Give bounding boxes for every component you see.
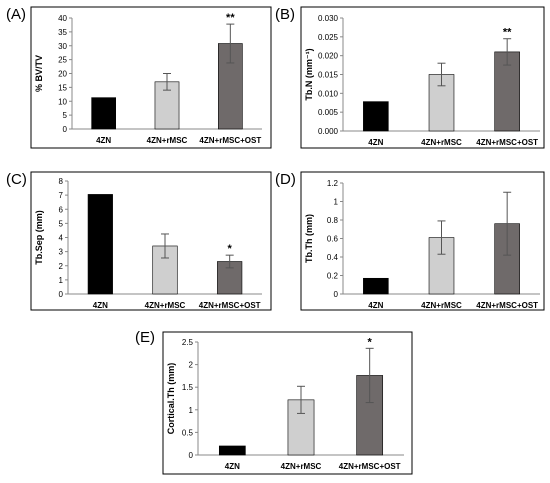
y-tick-label: 0.5: [182, 428, 194, 437]
y-tick-label: 15: [58, 83, 67, 92]
y-tick-label: 30: [58, 42, 67, 51]
y-axis-title: Tb.N (mm⁻¹): [304, 48, 314, 100]
y-tick-label: 0.8: [327, 216, 339, 225]
x-tick-label: 4ZN+rMSC+OST: [476, 138, 538, 147]
y-tick-label: 2: [189, 361, 194, 370]
panel-label-c: (C): [6, 171, 27, 188]
x-tick-label: 4ZN+rMSC+OST: [339, 462, 401, 471]
panel-frame: [300, 6, 545, 149]
bar-4zn: [87, 194, 113, 295]
panel-frame: [30, 6, 272, 149]
panel-label-d: (D): [275, 171, 296, 188]
y-tick-label: 2: [59, 262, 64, 271]
panel-frame: [300, 171, 545, 311]
x-tick-label: 4ZN+rMSC+OST: [476, 301, 538, 310]
y-tick-label: 0.000: [318, 127, 339, 136]
y-tick-label: 4: [59, 234, 64, 243]
y-tick-label: 0.6: [327, 235, 339, 244]
y-tick-label: 20: [58, 70, 67, 79]
y-tick-label: 35: [58, 28, 67, 37]
y-tick-label: 0: [189, 451, 194, 460]
y-tick-label: 0.025: [318, 33, 339, 42]
x-tick-label: 4ZN+rMSC: [281, 462, 322, 471]
significance-marker: **: [226, 12, 235, 24]
y-tick-label: 1.5: [182, 383, 194, 392]
y-tick-label: 0.015: [318, 71, 339, 80]
panel-frame: [30, 171, 272, 311]
y-tick-label: 40: [58, 14, 67, 23]
significance-marker: *: [368, 336, 373, 348]
x-tick-label: 4ZN+rMSC+OST: [199, 301, 261, 310]
x-tick-label: 4ZN+rMSC: [145, 301, 186, 310]
y-tick-label: 6: [59, 205, 64, 214]
y-tick-label: 0.020: [318, 52, 339, 61]
panel-label-a: (A): [6, 6, 26, 23]
x-tick-label: 4ZN: [225, 462, 240, 471]
y-tick-label: 0: [334, 290, 339, 299]
chart-c: 0 1 2 3 4 5 6 7 8 Tb.Sep (mm) 4ZN 4ZN+rMSC * 4ZN+rMSC…: [30, 171, 272, 311]
y-axis-title: Cortical.Th (mm): [166, 363, 176, 435]
panel-label-b: (B): [275, 6, 295, 23]
y-axis-title: Tb.Sep (mm): [34, 210, 44, 265]
chart-b: 0.000 0.005 0.010 0.015 0.020 0.025 0.030 Tb.N …: [300, 6, 545, 149]
y-tick-label: 1.2: [327, 179, 339, 188]
y-tick-label: 5: [59, 219, 64, 228]
significance-marker: **: [503, 27, 512, 39]
x-tick-label: 4ZN+rMSC: [147, 136, 188, 145]
y-tick-label: 0.030: [318, 14, 339, 23]
bar-4zn: [363, 277, 389, 295]
chart-d: 0 0.2 0.4 0.6 0.8 1 1.2 Tb.Th (mm) 4ZN 4ZN+rMSC 4Z…: [300, 171, 545, 311]
bar-4zn: [363, 101, 389, 132]
x-tick-label: 4ZN: [368, 301, 383, 310]
y-tick-label: 3: [59, 248, 64, 257]
y-tick-label: 1: [189, 406, 194, 415]
y-tick-label: 0.010: [318, 89, 339, 98]
bar-4zn: [91, 97, 116, 130]
y-tick-label: 7: [59, 191, 64, 200]
panel-frame: [162, 331, 413, 475]
y-tick-label: 1: [334, 198, 339, 207]
x-tick-label: 4ZN: [93, 301, 108, 310]
x-tick-label: 4ZN+rMSC: [421, 138, 462, 147]
y-tick-label: 0.005: [318, 108, 339, 117]
chart-e: 0 0.5 1 1.5 2 2.5 Cortical.Th (mm) 4ZN 4ZN+rMSC *…: [162, 331, 413, 475]
y-axis-title: % BV/TV: [34, 55, 44, 92]
y-tick-label: 0: [63, 125, 68, 134]
y-axis-title: Tb.Th (mm): [304, 214, 314, 263]
bar-4zn: [218, 445, 246, 456]
y-tick-label: 1: [59, 276, 64, 285]
significance-marker: *: [228, 243, 233, 255]
y-tick-label: 10: [58, 97, 67, 106]
x-tick-label: 4ZN+rMSC: [421, 301, 462, 310]
y-tick-label: 2.5: [182, 338, 194, 347]
y-tick-label: 0.2: [327, 272, 339, 281]
panel-label-e: (E): [135, 329, 155, 346]
chart-a: 0 5 10 15 20 25 30 35 40 % BV/TV 4ZN 4ZN+rMSC ** 4ZN+…: [30, 6, 272, 149]
bar-4zn-rmsc: [428, 74, 455, 132]
y-tick-label: 5: [63, 111, 68, 120]
x-tick-label: 4ZN: [96, 136, 111, 145]
y-tick-label: 8: [59, 177, 64, 186]
y-tick-label: 25: [58, 56, 67, 65]
y-tick-label: 0: [59, 290, 64, 299]
x-tick-label: 4ZN+rMSC+OST: [199, 136, 261, 145]
y-tick-label: 0.4: [327, 253, 339, 262]
x-tick-label: 4ZN: [368, 138, 383, 147]
